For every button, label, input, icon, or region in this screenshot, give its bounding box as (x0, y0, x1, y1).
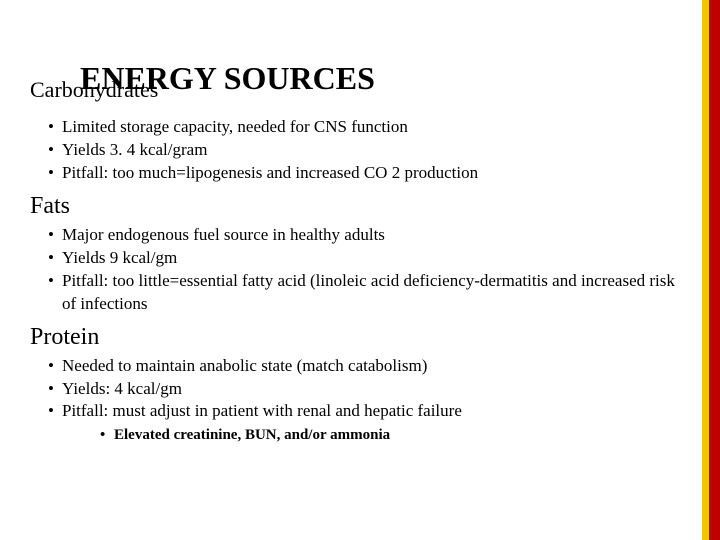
bullet-list-fats: Major endogenous fuel source in healthy … (48, 224, 690, 316)
sub-bullet-list-protein: Elevated creatinine, BUN, and/or ammonia (100, 425, 690, 446)
bullet-item: Limited storage capacity, needed for CNS… (48, 116, 690, 139)
title-row: ENERGY SOURCES Carbohydrates (30, 60, 690, 112)
bullet-item: Pitfall: too much=lipogenesis and increa… (48, 162, 690, 185)
sub-bullet-item: Elevated creatinine, BUN, and/or ammonia (100, 425, 690, 446)
slide-content: ENERGY SOURCES Carbohydrates Limited sto… (30, 60, 690, 446)
side-accent-yellow (702, 0, 709, 540)
bullet-item: Yields: 4 kcal/gm (48, 378, 690, 401)
section-heading-fats: Fats (30, 193, 690, 220)
bullet-item: Needed to maintain anabolic state (match… (48, 355, 690, 378)
bullet-list-protein: Needed to maintain anabolic state (match… (48, 355, 690, 424)
section-heading-protein: Protein (30, 324, 690, 351)
side-accent (702, 0, 720, 540)
bullet-item: Pitfall: must adjust in patient with ren… (48, 400, 690, 423)
bullet-item: Major endogenous fuel source in healthy … (48, 224, 690, 247)
side-accent-red (709, 0, 720, 540)
bullet-list-carbohydrates: Limited storage capacity, needed for CNS… (48, 116, 690, 185)
bullet-item: Yields 9 kcal/gm (48, 247, 690, 270)
section-heading-carbohydrates: Carbohydrates (30, 77, 158, 103)
bullet-item: Pitfall: too little=essential fatty acid… (48, 270, 690, 316)
bullet-item: Yields 3. 4 kcal/gram (48, 139, 690, 162)
